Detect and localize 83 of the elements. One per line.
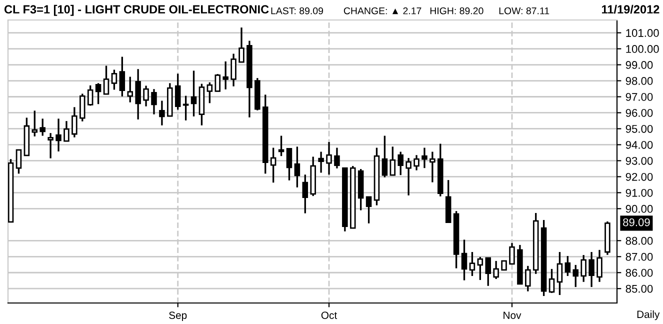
- candlestick: [174, 72, 181, 111]
- candlestick: [182, 94, 189, 122]
- candlestick: [477, 256, 484, 281]
- candlestick: [572, 264, 579, 288]
- y-tick-label: 87.00: [626, 252, 653, 261]
- y-tick-label: 94.00: [626, 140, 653, 149]
- y-tick-label: 92.00: [626, 172, 653, 181]
- candlestick: [422, 146, 428, 169]
- chart-subtitle: LAST: 89.09: [271, 7, 324, 14]
- candlestick: [103, 64, 110, 95]
- candlestick: [318, 150, 324, 174]
- candlestick: [80, 92, 86, 122]
- y-tick-label: 98.00: [626, 77, 653, 85]
- x-tick-label: Nov: [504, 312, 522, 319]
- y-tick-label: 95.00: [626, 124, 653, 133]
- text: 11/19/2012: [602, 4, 660, 14]
- x-tick-label: Sep: [169, 312, 187, 322]
- y-tick-label: 85.00: [626, 284, 653, 293]
- y-tick-label: 101.00: [626, 29, 659, 37]
- candlestick: [222, 60, 228, 90]
- candlestick: [230, 52, 236, 88]
- candlestick: [580, 254, 586, 283]
- candlestick: [406, 157, 412, 196]
- candlestick: [398, 150, 404, 176]
- candlestick: [461, 238, 468, 282]
- text: CHANGE: ▲ 2.17: [344, 7, 422, 14]
- candlestick: [48, 132, 54, 160]
- candlestick: [127, 76, 133, 104]
- candlestick: [382, 134, 388, 178]
- candlestick: [588, 251, 594, 288]
- candlestick: [64, 120, 70, 142]
- candlestick: [366, 196, 372, 224]
- candlestick: [32, 110, 38, 138]
- candlestick: [159, 100, 165, 126]
- candlestick: [469, 251, 476, 277]
- text: 89.09: [623, 218, 650, 226]
- candlestick: [206, 82, 213, 104]
- candlestick: [238, 26, 244, 63]
- candlestick: [414, 154, 420, 172]
- candlestick: [334, 146, 340, 170]
- candlestick: [326, 141, 332, 176]
- text: HIGH: 89.20: [430, 7, 484, 14]
- candlestick: [190, 70, 197, 118]
- y-tick-label: 88.00: [626, 236, 653, 245]
- candlestick: [294, 146, 300, 188]
- y-tick-label: 91.00: [626, 188, 653, 197]
- candlestick: [143, 84, 149, 108]
- candlestick: [278, 134, 284, 157]
- chart-title: CL F3=1 [10] - LIGHT CRUDE OIL-ELECTRONIC: [4, 4, 269, 16]
- candlestick: [430, 150, 436, 184]
- candlestick: [214, 73, 221, 92]
- candlestick: [40, 118, 46, 137]
- candlestick: [95, 82, 102, 105]
- y-tick-label: 90.00: [626, 204, 653, 213]
- candlestick: [16, 149, 22, 174]
- y-tick-label: 99.00: [626, 61, 653, 69]
- candlestick: [596, 249, 602, 283]
- candlestick: [56, 118, 62, 152]
- text: Daily: [637, 310, 660, 320]
- y-tick-label: 97.00: [626, 93, 653, 101]
- candlestick: [119, 56, 126, 98]
- candlestick: [302, 174, 308, 214]
- candlestick: [270, 146, 276, 184]
- candlestick: [525, 265, 531, 292]
- y-tick-label: 100.00: [626, 45, 659, 53]
- candlestick: [548, 268, 555, 294]
- x-tick-label: Oct: [321, 312, 338, 319]
- candlestick: [564, 255, 571, 277]
- candlestick: [151, 88, 157, 116]
- candlestick: [556, 251, 563, 296]
- y-tick-label: 96.00: [626, 109, 653, 117]
- candlestick: [509, 242, 515, 265]
- candlestick: [111, 68, 118, 91]
- candlestick: [485, 257, 491, 287]
- candlestick: [286, 148, 292, 182]
- y-tick-label: 93.00: [626, 156, 653, 165]
- candlestick: [72, 106, 78, 138]
- y-tick-label: 86.00: [626, 268, 653, 277]
- candlestick: [87, 84, 94, 107]
- candlestick: [493, 260, 499, 280]
- candlestick: [135, 68, 141, 120]
- candlestick: [390, 146, 396, 176]
- text: LOW: 87.11: [499, 7, 550, 14]
